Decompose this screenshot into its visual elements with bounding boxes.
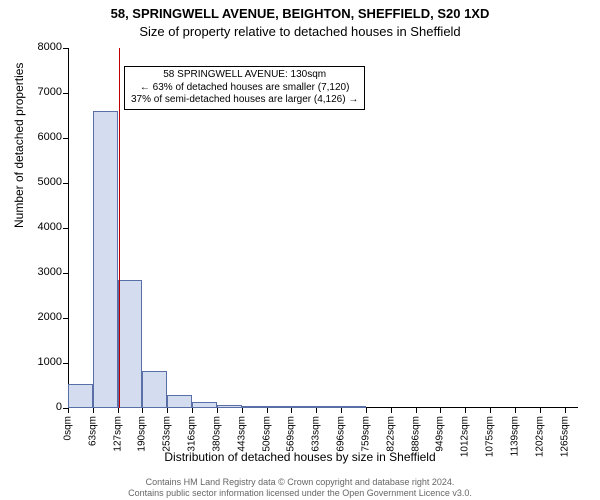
annotation-line: 58 SPRINGWELL AVENUE: 130sqm xyxy=(131,69,358,82)
annotation-line: 37% of semi-detached houses are larger (… xyxy=(131,94,358,107)
histogram-bar xyxy=(267,406,292,408)
x-tick-label: 0sqm xyxy=(63,416,74,440)
x-tick-label: 190sqm xyxy=(137,416,148,452)
chart-container: 58, SPRINGWELL AVENUE, BEIGHTON, SHEFFIE… xyxy=(0,0,600,500)
chart-title-line1: 58, SPRINGWELL AVENUE, BEIGHTON, SHEFFIE… xyxy=(0,6,600,21)
x-tick-mark xyxy=(291,408,292,413)
x-tick-mark xyxy=(490,408,491,413)
y-tick-label: 5000 xyxy=(22,177,62,188)
x-tick-label: 316sqm xyxy=(187,416,198,452)
y-tick-mark xyxy=(63,273,68,274)
x-tick-mark xyxy=(118,408,119,413)
histogram-bar xyxy=(341,406,366,408)
y-tick-label: 3000 xyxy=(22,267,62,278)
x-tick-mark xyxy=(515,408,516,413)
histogram-bar xyxy=(93,111,118,408)
x-tick-mark xyxy=(192,408,193,413)
histogram-bar xyxy=(242,406,267,408)
x-tick-mark xyxy=(167,408,168,413)
y-tick-label: 1000 xyxy=(22,357,62,368)
annotation-line: ← 63% of detached houses are smaller (7,… xyxy=(131,82,358,95)
x-tick-mark xyxy=(242,408,243,413)
x-tick-label: 633sqm xyxy=(311,416,322,452)
y-tick-mark xyxy=(63,228,68,229)
x-tick-label: 822sqm xyxy=(385,416,396,452)
x-tick-label: 886sqm xyxy=(410,416,421,452)
x-tick-label: 63sqm xyxy=(87,416,98,446)
x-tick-mark xyxy=(142,408,143,413)
x-tick-mark xyxy=(366,408,367,413)
histogram-bar xyxy=(316,406,341,408)
y-tick-label: 2000 xyxy=(22,312,62,323)
x-tick-label: 696sqm xyxy=(336,416,347,452)
y-tick-mark xyxy=(63,138,68,139)
x-tick-label: 506sqm xyxy=(261,416,272,452)
histogram-bar xyxy=(118,280,143,408)
x-tick-label: 253sqm xyxy=(162,416,173,452)
y-tick-mark xyxy=(63,363,68,364)
footer-line2: Contains public sector information licen… xyxy=(128,488,472,498)
x-tick-mark xyxy=(440,408,441,413)
histogram-bar xyxy=(192,402,217,408)
x-tick-label: 949sqm xyxy=(435,416,446,452)
annotation-box: 58 SPRINGWELL AVENUE: 130sqm← 63% of det… xyxy=(124,66,365,110)
reference-line xyxy=(119,48,120,408)
x-tick-mark xyxy=(341,408,342,413)
y-tick-label: 0 xyxy=(22,402,62,413)
y-tick-label: 7000 xyxy=(22,87,62,98)
histogram-bar xyxy=(142,371,167,408)
x-tick-label: 380sqm xyxy=(211,416,222,452)
x-tick-label: 759sqm xyxy=(360,416,371,452)
x-tick-mark xyxy=(267,408,268,413)
plot-area: 0sqm63sqm127sqm190sqm253sqm316sqm380sqm4… xyxy=(68,48,578,408)
x-tick-mark xyxy=(316,408,317,413)
x-tick-label: 127sqm xyxy=(112,416,123,452)
x-tick-mark xyxy=(93,408,94,413)
x-tick-mark xyxy=(416,408,417,413)
x-tick-mark xyxy=(465,408,466,413)
histogram-bar xyxy=(291,406,316,408)
y-tick-mark xyxy=(63,318,68,319)
x-tick-mark xyxy=(68,408,69,413)
histogram-bar xyxy=(68,384,93,408)
x-tick-mark xyxy=(565,408,566,413)
x-tick-label: 569sqm xyxy=(286,416,297,452)
footer-line1: Contains HM Land Registry data © Crown c… xyxy=(146,477,455,487)
x-tick-mark xyxy=(217,408,218,413)
histogram-bar xyxy=(167,395,192,408)
x-tick-label: 443sqm xyxy=(236,416,247,452)
y-tick-mark xyxy=(63,93,68,94)
histogram-bar xyxy=(217,405,242,408)
y-tick-mark xyxy=(63,183,68,184)
x-axis-label: Distribution of detached houses by size … xyxy=(0,450,600,464)
y-tick-label: 4000 xyxy=(22,222,62,233)
y-tick-label: 8000 xyxy=(22,42,62,53)
y-tick-label: 6000 xyxy=(22,132,62,143)
chart-title-line2: Size of property relative to detached ho… xyxy=(0,24,600,39)
footer-attribution: Contains HM Land Registry data © Crown c… xyxy=(0,477,600,498)
y-tick-mark xyxy=(63,48,68,49)
x-tick-mark xyxy=(391,408,392,413)
x-tick-mark xyxy=(540,408,541,413)
